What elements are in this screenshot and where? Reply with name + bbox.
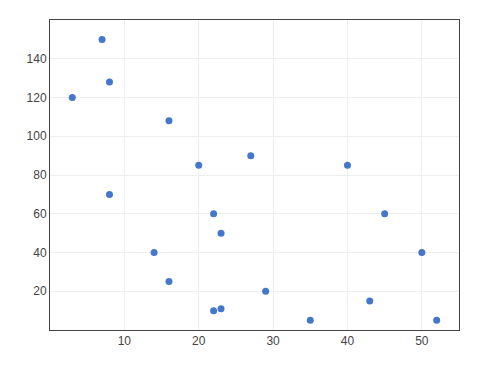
svg-text:120: 120 (27, 91, 47, 105)
svg-text:20: 20 (33, 284, 47, 298)
svg-text:20: 20 (192, 334, 206, 348)
svg-text:40: 40 (341, 334, 355, 348)
svg-text:50: 50 (415, 334, 429, 348)
svg-text:100: 100 (27, 129, 47, 143)
svg-text:140: 140 (27, 52, 47, 66)
svg-text:60: 60 (33, 207, 47, 221)
svg-text:10: 10 (118, 334, 132, 348)
svg-text:40: 40 (33, 246, 47, 260)
svg-text:30: 30 (266, 334, 280, 348)
svg-text:80: 80 (33, 168, 47, 182)
